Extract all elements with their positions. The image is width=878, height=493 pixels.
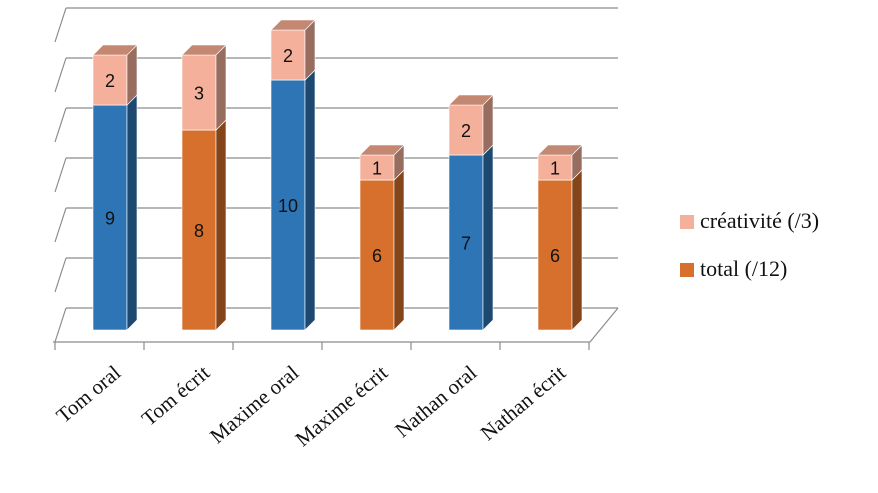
legend-swatch <box>680 263 694 277</box>
gridline-side <box>54 257 67 293</box>
gridline-side <box>54 107 67 143</box>
category-label: Nathan oral <box>390 360 481 442</box>
category-label: Maxime écrit <box>291 360 393 451</box>
category-label: Nathan écrit <box>476 360 571 445</box>
bar-creativite-tom-ecrit <box>181 44 227 131</box>
gridline-side <box>54 207 67 243</box>
gridline-side <box>54 7 67 43</box>
data-label-creativite: 3 <box>194 84 204 104</box>
gridline-side <box>54 157 67 193</box>
data-label-total: 9 <box>105 209 115 229</box>
bar-creativite-tom-oral <box>92 44 138 106</box>
data-label-total: 6 <box>372 246 382 266</box>
bar-total-maxime-ecrit <box>359 169 405 331</box>
floor-right-edge <box>589 307 619 343</box>
data-label-total: 10 <box>278 196 298 216</box>
data-label-creativite: 2 <box>105 71 115 91</box>
legend: créativité (/3) total (/12) <box>680 208 819 281</box>
data-label-creativite: 1 <box>550 159 560 179</box>
bar-total-nathan-oral <box>448 144 494 331</box>
bars: 9 2 8 3 10 2 6 1 7 2 6 1 <box>92 19 583 331</box>
category-label: Tom oral <box>51 360 125 427</box>
legend-label: total (/12) <box>700 256 787 281</box>
gridline-side <box>54 307 67 343</box>
data-label-creativite: 2 <box>461 121 471 141</box>
gridline-side <box>54 57 67 93</box>
legend-item-creativite-3: créativité (/3) <box>680 208 819 233</box>
bar-total-tom-ecrit <box>181 119 227 331</box>
category-label: Maxime oral <box>205 360 303 448</box>
gridlines <box>53 7 619 350</box>
legend-item-total-12: total (/12) <box>680 256 787 281</box>
bar-total-maxime-oral <box>270 69 316 331</box>
bar-creativite-nathan-oral <box>448 94 494 156</box>
data-label-creativite: 2 <box>283 46 293 66</box>
bar-creativite-maxime-oral <box>270 19 316 81</box>
legend-label: créativité (/3) <box>700 208 819 233</box>
data-label-total: 8 <box>194 221 204 241</box>
category-label: Tom écrit <box>137 360 214 430</box>
legend-swatch <box>680 215 694 229</box>
data-label-total: 6 <box>550 246 560 266</box>
bar-creativite-nathan-ecrit <box>537 144 583 181</box>
bar-creativite-maxime-ecrit <box>359 144 405 181</box>
data-label-total: 7 <box>461 234 471 254</box>
data-label-creativite: 1 <box>372 159 382 179</box>
